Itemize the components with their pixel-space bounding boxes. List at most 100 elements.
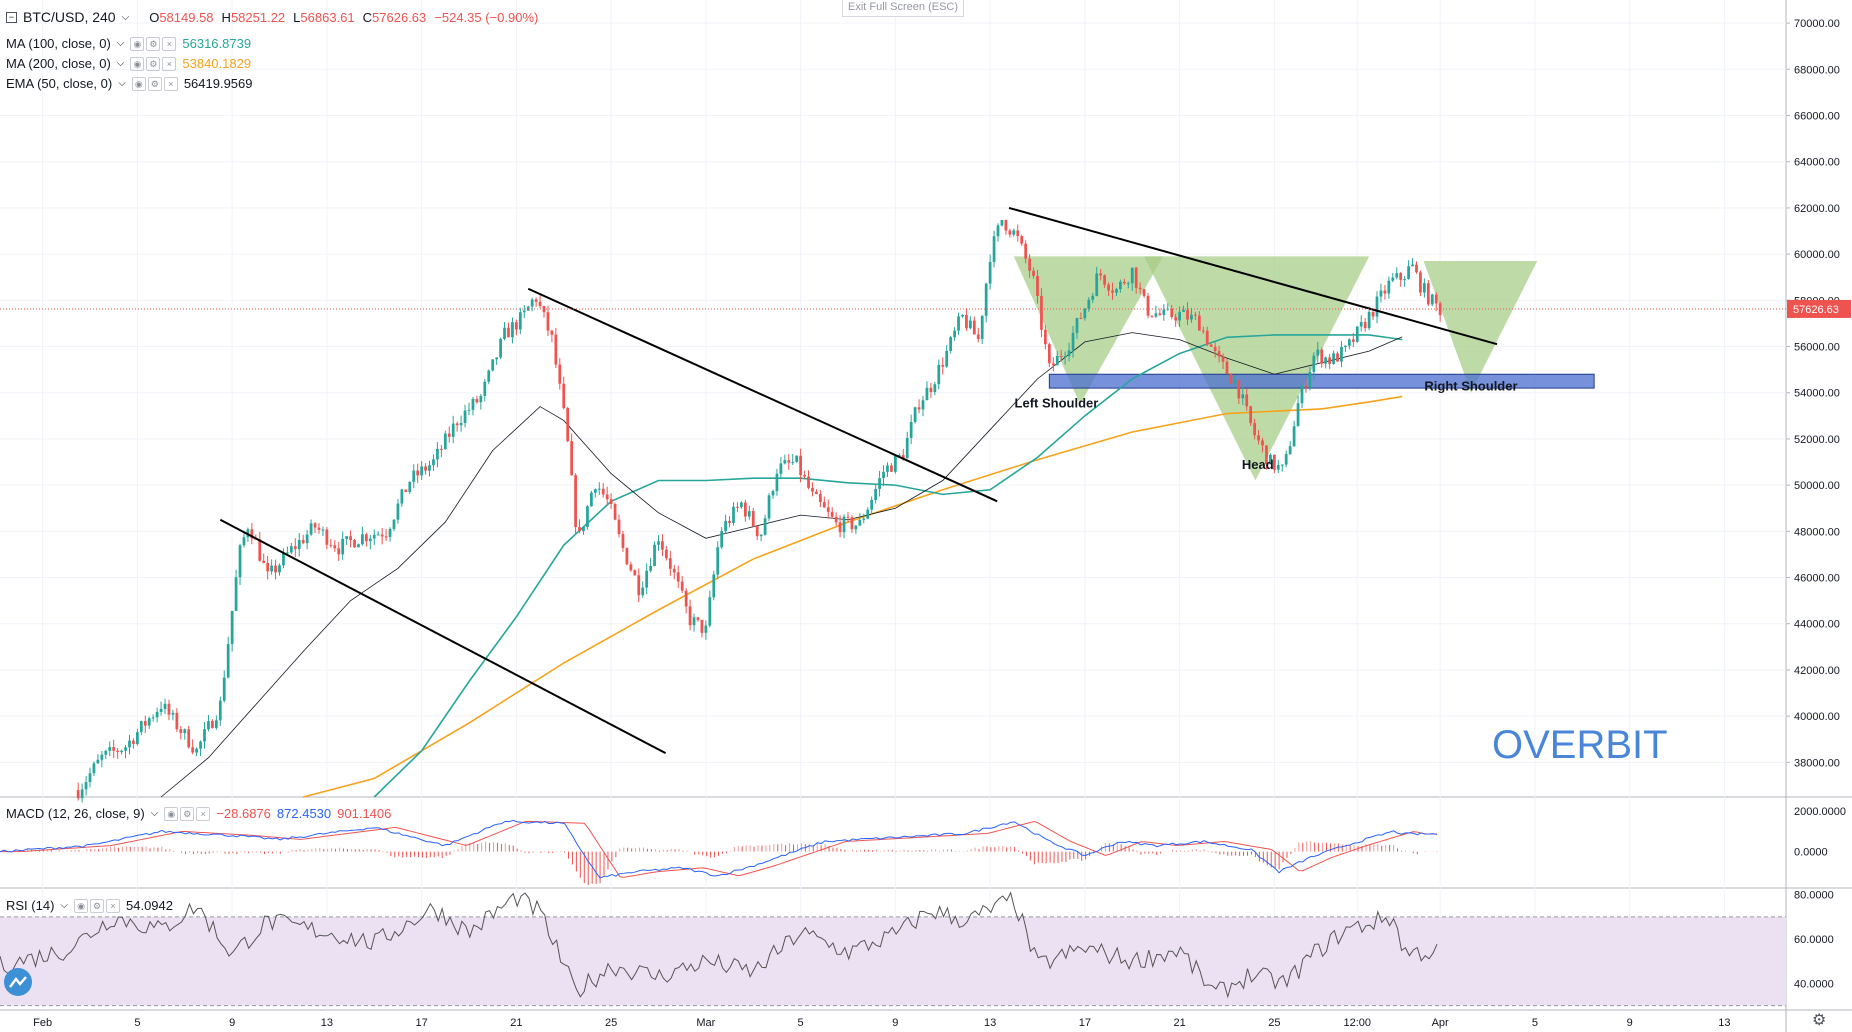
candle-body	[1355, 326, 1359, 342]
macd-label[interactable]: MACD (12, 26, close, 9)	[6, 806, 145, 821]
candle-body	[672, 568, 676, 573]
candle-body	[728, 520, 731, 523]
indicator-controls[interactable]: ◉ ⚙ ×	[164, 806, 211, 821]
candle-body	[1024, 243, 1028, 259]
close-icon[interactable]: ×	[106, 898, 120, 913]
candle-body	[1426, 283, 1430, 305]
chevron-down-icon[interactable]: ⌵	[116, 38, 125, 49]
candle-body	[483, 381, 487, 396]
close-icon[interactable]: ×	[163, 76, 178, 91]
price-tick-label: 60000.00	[1794, 249, 1840, 261]
candle-body	[1359, 322, 1363, 327]
chevron-down-icon[interactable]: ⌵	[150, 808, 159, 819]
candle-body	[886, 465, 889, 472]
candle-body	[1158, 313, 1162, 315]
settings-icon[interactable]: ⚙	[146, 56, 161, 71]
indicator-controls[interactable]: ◉ ⚙ ×	[130, 36, 177, 51]
indicator-controls[interactable]: ◉ ⚙ ×	[131, 76, 178, 91]
candle-body	[511, 322, 514, 338]
rsi-tick-label: 40.0000	[1794, 978, 1834, 990]
candle-body	[984, 283, 988, 316]
candle-body	[88, 773, 92, 783]
candle-body	[1174, 317, 1178, 321]
chevron-down-icon[interactable]: ⌵	[116, 58, 125, 69]
candle-body	[270, 565, 273, 572]
indicator-controls[interactable]: ◉ ⚙ ×	[74, 898, 120, 913]
candle-body	[1320, 349, 1324, 364]
candle-body	[1087, 299, 1091, 309]
candles	[76, 219, 1442, 803]
overbit-watermark: OVERBIT	[1492, 723, 1668, 767]
candle-body	[921, 400, 925, 410]
eye-icon[interactable]: ◉	[164, 806, 179, 821]
candle-body	[562, 383, 566, 409]
macd-value: 872.4530	[276, 806, 332, 821]
candle-body	[554, 334, 558, 365]
candle-body	[1363, 322, 1367, 329]
candle-body	[578, 527, 581, 531]
rsi-label[interactable]: RSI (14)	[6, 898, 55, 913]
ohlc-values: O58149.58 H58251.22 L56863.61 C57626.63 …	[149, 10, 538, 25]
indicator-controls[interactable]: ◉ ⚙ ×	[130, 56, 177, 71]
candle-body	[345, 536, 348, 539]
ema50-label[interactable]: EMA (50, close, 0)	[6, 76, 113, 91]
gear-icon[interactable]: ⚙	[1812, 1012, 1827, 1029]
candle-body	[747, 511, 751, 517]
candle-body	[282, 552, 285, 566]
candle-body	[716, 547, 720, 575]
legend-collapse-icon[interactable]: −	[6, 11, 17, 23]
close-value: 57626.63	[372, 9, 427, 25]
close-icon[interactable]: ×	[196, 806, 211, 821]
candle-body	[842, 516, 846, 533]
ma200-label[interactable]: MA (200, close, 0)	[6, 56, 111, 71]
candle-body	[1095, 273, 1099, 296]
chevron-down-icon[interactable]: ⌵	[121, 11, 130, 23]
candle-body	[1430, 294, 1434, 305]
candle-body	[866, 509, 870, 519]
candle-body	[1020, 236, 1024, 244]
eye-icon[interactable]: ◉	[130, 36, 145, 51]
candle-body	[1423, 283, 1426, 293]
candle-body	[953, 330, 956, 338]
candle-body	[1336, 353, 1339, 362]
candle-body	[680, 581, 684, 591]
candle-body	[665, 549, 668, 559]
open-value: 58149.58	[159, 9, 214, 25]
chevron-down-icon[interactable]: ⌵	[118, 78, 126, 89]
chevron-down-icon[interactable]: ⌵	[60, 900, 68, 911]
candle-body	[1229, 373, 1233, 384]
candle-body	[163, 703, 167, 709]
candle-body	[653, 544, 656, 566]
candle-body	[791, 461, 795, 463]
candle-body	[96, 759, 100, 764]
candle-body	[759, 534, 763, 537]
exit-fullscreen-button[interactable]: Exit Full Screen (ESC)	[842, 0, 964, 17]
candle-body	[116, 750, 120, 753]
symbol-label[interactable]: BTC/USD, 240	[23, 9, 116, 25]
tradingview-logo-icon[interactable]	[4, 968, 32, 996]
ma100-value: 56316.8739	[182, 36, 252, 51]
close-label: C	[362, 9, 373, 25]
candle-body	[108, 747, 112, 751]
price-tick-label: 70000.00	[1794, 18, 1840, 30]
close-icon[interactable]: ×	[162, 56, 177, 71]
close-icon[interactable]: ×	[162, 36, 177, 51]
candle-body	[846, 516, 850, 518]
settings-icon[interactable]: ⚙	[90, 898, 104, 913]
candle-body	[937, 364, 941, 385]
candle-body	[475, 399, 479, 403]
settings-icon[interactable]: ⚙	[147, 76, 162, 91]
eye-icon[interactable]: ◉	[130, 56, 145, 71]
candle-body	[487, 370, 491, 382]
settings-icon[interactable]: ⚙	[146, 36, 161, 51]
eye-icon[interactable]: ◉	[131, 76, 146, 91]
settings-icon[interactable]: ⚙	[180, 806, 195, 821]
candle-body	[668, 558, 672, 569]
ma100-label[interactable]: MA (100, close, 0)	[6, 36, 111, 51]
eye-icon[interactable]: ◉	[74, 898, 88, 913]
ma100-line	[373, 334, 1403, 798]
candle-body	[787, 460, 791, 463]
candle-body	[368, 538, 372, 542]
candle-body	[1284, 454, 1288, 465]
